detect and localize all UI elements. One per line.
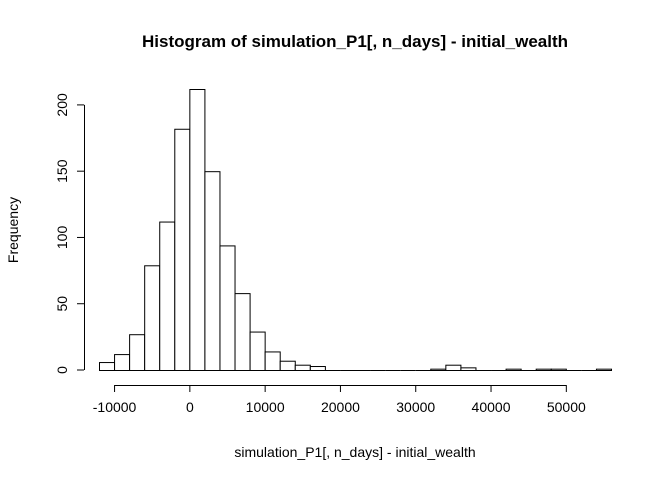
y-tick-label: 200 (54, 93, 70, 117)
x-axis: -10000 0 10000 20000 30000 40000 50000 (93, 385, 586, 415)
x-tick-label: 30000 (396, 399, 435, 415)
x-tick-label: 20000 (321, 399, 360, 415)
x-tick-label: 50000 (547, 399, 586, 415)
histogram-bar (159, 221, 176, 371)
x-axis-label: simulation_P1[, n_days] - initial_wealth (234, 444, 475, 460)
x-tick-label: 0 (186, 399, 194, 415)
histogram-bar (189, 89, 206, 371)
y-tick-label: 50 (54, 296, 70, 312)
histogram-bar (430, 368, 447, 372)
histogram-bar (219, 245, 236, 371)
histogram-bar (144, 265, 161, 372)
histogram-bar (99, 362, 116, 371)
y-axis: 0 50 100 150 200 (54, 93, 85, 374)
histogram-bar (505, 368, 522, 372)
y-tick-label: 0 (54, 366, 70, 374)
histogram-bar (550, 368, 567, 372)
histogram-bar (264, 351, 281, 372)
histogram-bar (294, 364, 311, 372)
histogram-bar (279, 360, 296, 372)
x-tick-label: 40000 (472, 399, 511, 415)
histogram-bar (234, 293, 251, 371)
chart-title: Histogram of simulation_P1[, n_days] - i… (142, 32, 568, 51)
histogram-bar (129, 334, 146, 371)
histogram-bar (460, 367, 477, 372)
x-tick-label: -10000 (93, 399, 137, 415)
histogram-bar (595, 368, 613, 372)
histogram-bar (204, 171, 221, 371)
y-tick-label: 150 (54, 159, 70, 183)
y-axis-label: Frequency (5, 197, 21, 263)
histogram-bar (114, 354, 131, 371)
x-tick-label: 10000 (246, 399, 285, 415)
histogram-bar (174, 128, 191, 371)
histogram-bar (249, 331, 266, 371)
histogram-bar (445, 364, 462, 372)
histogram-bar (309, 366, 326, 371)
histogram-bars (99, 89, 613, 372)
y-tick-label: 100 (54, 226, 70, 250)
histogram-bar (535, 368, 552, 372)
